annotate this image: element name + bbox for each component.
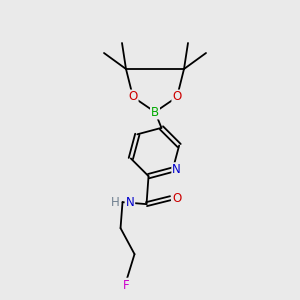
Text: O: O <box>172 192 181 205</box>
Text: H: H <box>111 196 119 208</box>
Text: O: O <box>172 91 182 103</box>
Text: O: O <box>128 91 138 103</box>
Text: F: F <box>123 279 130 292</box>
Text: B: B <box>151 106 159 118</box>
Text: N: N <box>172 163 181 176</box>
Text: N: N <box>125 196 134 208</box>
